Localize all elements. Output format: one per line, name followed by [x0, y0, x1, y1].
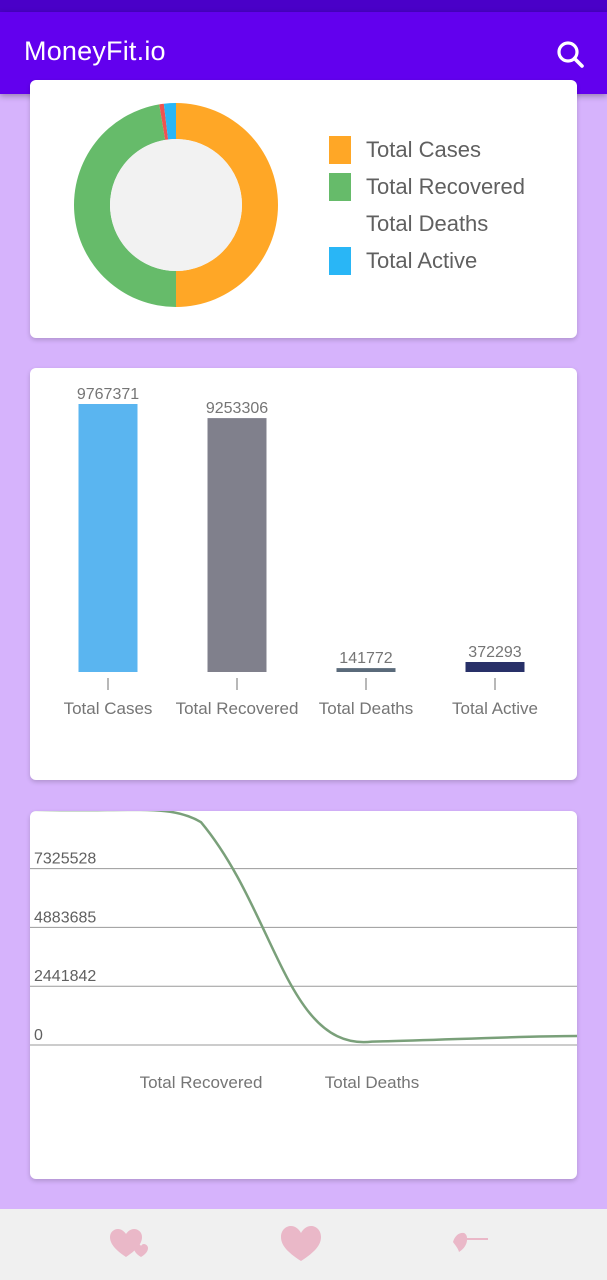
x-tick-label: Total Recovered [140, 1073, 263, 1092]
y-tick-label: 7325528 [34, 851, 96, 868]
donut-chart [73, 103, 278, 307]
pie-chart-card: Total Cases Total Recovered Total Deaths… [30, 80, 577, 338]
pie-slice-total-active [163, 103, 176, 140]
x-tick-label: Total Active [452, 699, 538, 718]
hearts-icon [110, 1229, 148, 1257]
pie-slice-total-recovered [73, 104, 176, 307]
x-tick-label: Total Cases [64, 699, 153, 718]
bar-total-recovered [207, 418, 267, 672]
donut-hole [110, 139, 242, 271]
legend-label: Total Active [366, 248, 478, 273]
legend-label: Total Deaths [366, 211, 489, 236]
x-tick-label: Total Deaths [325, 1073, 420, 1092]
bar-total-active [465, 662, 525, 672]
bar-value-label: 141772 [339, 650, 392, 667]
bar-value-label: 372293 [468, 644, 521, 661]
search-button[interactable] [552, 36, 588, 72]
nav-button-health[interactable] [279, 1223, 323, 1263]
legend-label: Total Cases [366, 137, 481, 162]
legend-swatch [329, 136, 351, 164]
search-icon [557, 41, 584, 68]
bar-value-label: 9767371 [77, 386, 139, 403]
nav-button-back[interactable] [450, 1223, 494, 1263]
pie-slice-total-deaths [159, 103, 169, 140]
heart-arrow-icon [453, 1232, 488, 1252]
legend-swatch [329, 173, 351, 201]
nav-button-favorites[interactable] [108, 1223, 152, 1263]
y-tick-label: 0 [34, 1027, 43, 1044]
heart-icon [281, 1226, 321, 1261]
bar-chart: 9767371 Total Cases 9253306 Total Recovered… [64, 386, 538, 718]
line-chart-card: 0 2441842 4883685 7325528 Total Recovered Tot… [30, 811, 577, 1179]
x-tick-label: Total Recovered [176, 699, 299, 718]
legend-label: Total Recovered [366, 174, 525, 199]
bottom-nav [0, 1209, 607, 1280]
bar-total-cases [78, 404, 138, 672]
line-series [30, 811, 577, 1044]
bar-total-deaths [336, 668, 396, 672]
app-title: MoneyFit.io [24, 36, 166, 66]
bar-value-label: 9253306 [206, 400, 268, 417]
y-tick-label: 4883685 [34, 909, 96, 926]
y-tick-label: 2441842 [34, 968, 96, 985]
pie-slice-total-cases [176, 103, 278, 307]
bar-chart-card: 9767371 Total Cases 9253306 Total Recovered… [30, 368, 577, 780]
status-bar [0, 0, 607, 12]
legend-swatch [329, 247, 351, 275]
line-chart: 0 2441842 4883685 7325528 Total Recovered Tot… [30, 811, 577, 1092]
x-tick-label: Total Deaths [319, 699, 414, 718]
legend-swatch [329, 210, 351, 238]
